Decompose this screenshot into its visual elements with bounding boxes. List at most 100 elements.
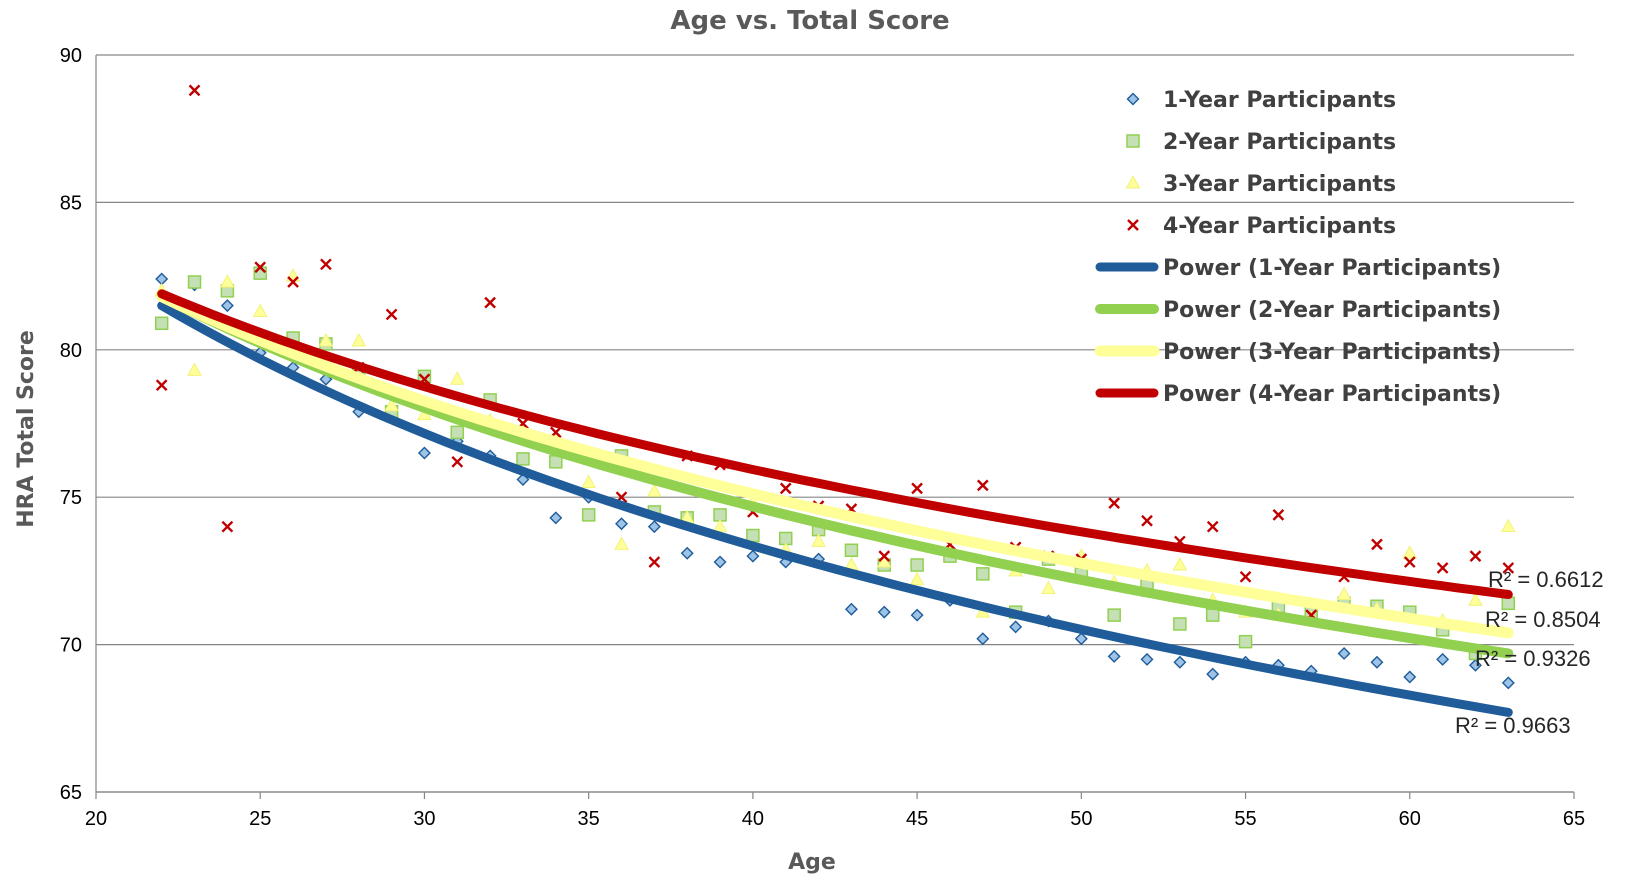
y-tick-label: 75 bbox=[60, 487, 82, 509]
data-point bbox=[647, 520, 661, 534]
r-squared-label: R² = 0.9326 bbox=[1475, 646, 1591, 671]
data-point bbox=[449, 371, 465, 385]
legend-label: 3-Year Participants bbox=[1163, 172, 1396, 197]
data-point bbox=[910, 558, 924, 572]
y-tick-label: 90 bbox=[60, 45, 82, 67]
data-point bbox=[320, 258, 332, 271]
data-point bbox=[318, 332, 334, 347]
data-point bbox=[417, 446, 431, 460]
data-point bbox=[1041, 580, 1056, 595]
data-point bbox=[155, 379, 168, 392]
data-point bbox=[615, 517, 629, 531]
data-point bbox=[911, 482, 923, 495]
data-point bbox=[581, 474, 597, 488]
data-point bbox=[254, 261, 267, 274]
tick-labels: 65 70 75 80 85 90 20 25 30 35 40 45 50 55 60 65 bbox=[60, 45, 1585, 830]
data-point bbox=[877, 605, 891, 619]
legend-label: Power (3-Year Participants) bbox=[1163, 340, 1501, 365]
legend-marker bbox=[1126, 92, 1140, 106]
data-point bbox=[1468, 658, 1482, 672]
axes bbox=[95, 55, 1575, 799]
data-point bbox=[1107, 608, 1121, 622]
data-point bbox=[484, 296, 496, 309]
data-point bbox=[1500, 518, 1516, 533]
legend-marker bbox=[1126, 134, 1140, 148]
y-tick-label: 85 bbox=[60, 192, 82, 214]
data-point bbox=[187, 275, 202, 289]
data-point bbox=[680, 546, 694, 560]
data-point bbox=[746, 528, 760, 543]
x-tick-label: 45 bbox=[906, 808, 928, 830]
x-tick-label: 65 bbox=[1563, 808, 1585, 830]
data-point bbox=[187, 362, 202, 376]
data-point bbox=[220, 273, 235, 288]
x-tick-label: 30 bbox=[413, 808, 435, 830]
data-point bbox=[1009, 620, 1023, 634]
data-point bbox=[581, 508, 596, 522]
data-point bbox=[1272, 509, 1285, 521]
data-point bbox=[713, 555, 727, 569]
r-squared-labels: R² = 0.9663 R² = 0.9326 R² = 0.8504 R² = 0.… bbox=[1455, 567, 1604, 738]
legend-label: 1-Year Participants bbox=[1163, 88, 1396, 113]
data-point bbox=[220, 299, 234, 313]
trendlines bbox=[156, 289, 1514, 717]
legend-label: Power (2-Year Participants) bbox=[1163, 298, 1501, 323]
x-axis-title: Age bbox=[788, 850, 836, 874]
data-point bbox=[285, 268, 301, 282]
legend: 1-Year Participants 2-Year Participants 3-… bbox=[1094, 88, 1501, 407]
data-point bbox=[844, 543, 859, 558]
legend-label: 2-Year Participants bbox=[1163, 130, 1396, 155]
data-point bbox=[1206, 520, 1219, 533]
legend-marker bbox=[1125, 174, 1141, 189]
data-point bbox=[351, 332, 367, 347]
data-point bbox=[976, 479, 989, 492]
y-tick-label: 65 bbox=[60, 782, 82, 804]
data-point bbox=[1403, 556, 1416, 568]
data-point bbox=[648, 556, 661, 568]
y-axis-title: HRA Total Score bbox=[14, 330, 39, 528]
x-tick-label: 20 bbox=[85, 808, 107, 830]
data-point bbox=[1173, 617, 1187, 631]
data-point bbox=[516, 473, 530, 487]
data-point bbox=[549, 511, 563, 525]
data-point bbox=[1173, 655, 1187, 669]
data-point bbox=[647, 483, 662, 497]
x-tick-label: 25 bbox=[249, 808, 271, 830]
data-point bbox=[1436, 652, 1450, 666]
trendline bbox=[156, 291, 1514, 639]
data-point bbox=[1238, 634, 1253, 649]
data-point bbox=[1337, 646, 1351, 660]
data-point bbox=[1141, 514, 1153, 527]
data-point bbox=[910, 608, 924, 622]
data-point bbox=[1403, 670, 1417, 684]
data-point bbox=[1402, 545, 1418, 559]
r-squared-label: R² = 0.9663 bbox=[1455, 713, 1571, 738]
r-squared-label: R² = 0.8504 bbox=[1485, 607, 1601, 632]
r-squared-label: R² = 0.6612 bbox=[1488, 567, 1604, 592]
data-point bbox=[1371, 538, 1383, 551]
data-point bbox=[779, 482, 792, 495]
x-tick-label: 60 bbox=[1399, 808, 1421, 830]
trendline bbox=[156, 291, 1514, 659]
data-point bbox=[451, 455, 464, 468]
legend-label: Power (4-Year Participants) bbox=[1163, 382, 1501, 407]
data-point bbox=[976, 567, 990, 581]
trendline bbox=[157, 301, 1513, 717]
x-tick-label: 55 bbox=[1234, 808, 1256, 830]
data-point bbox=[1172, 556, 1188, 571]
x-tick-label: 40 bbox=[742, 808, 764, 830]
data-point bbox=[1107, 649, 1121, 663]
data-point bbox=[384, 397, 399, 412]
y-tick-label: 80 bbox=[60, 340, 82, 362]
data-point bbox=[516, 452, 530, 466]
data-point bbox=[878, 550, 891, 563]
x-tick-label: 50 bbox=[1070, 808, 1092, 830]
data-point bbox=[976, 632, 990, 646]
data-point bbox=[1501, 676, 1515, 690]
data-point bbox=[450, 425, 465, 440]
data-point bbox=[1370, 655, 1384, 669]
legend-label: 4-Year Participants bbox=[1163, 214, 1396, 239]
data-point bbox=[1336, 586, 1352, 600]
x-tick-label: 35 bbox=[578, 808, 600, 830]
